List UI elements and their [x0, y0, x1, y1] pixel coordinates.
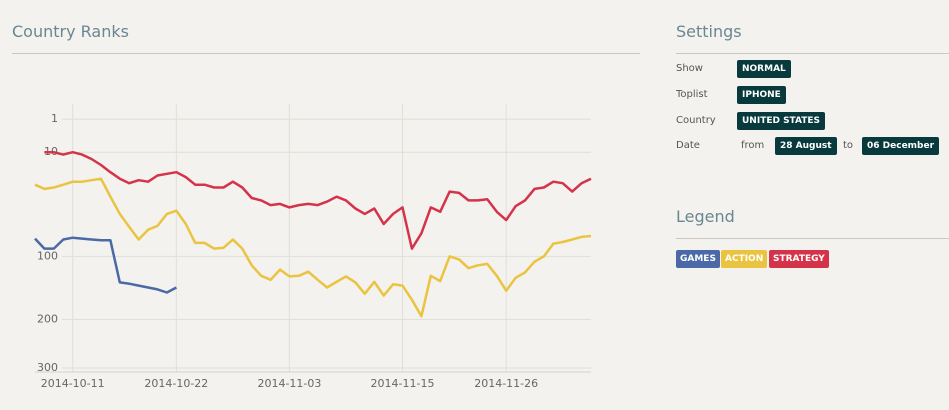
divider: [12, 53, 640, 54]
setting-value[interactable]: IPHONE: [737, 86, 786, 104]
settings-title: Settings: [676, 22, 742, 41]
y-tick-label: 200: [37, 313, 58, 326]
to-label: to: [843, 140, 854, 151]
setting-label: Toplist: [676, 89, 708, 100]
series-line: [44, 150, 592, 250]
setting-label: Date: [676, 140, 700, 151]
date-from[interactable]: 28 August: [775, 137, 837, 155]
from-label: from: [741, 140, 765, 151]
setting-label: Show: [676, 63, 703, 74]
divider: [676, 53, 949, 54]
y-tick-label: 100: [37, 249, 58, 262]
legend-entry[interactable]: ACTION: [721, 250, 768, 268]
x-tick-label: 2014-11-03: [257, 377, 321, 390]
setting-value[interactable]: UNITED STATES: [737, 112, 826, 130]
date-to[interactable]: 06 December: [862, 137, 940, 155]
legend-entry[interactable]: STRATEGY: [769, 250, 829, 268]
x-tick-label: 2014-10-11: [41, 377, 105, 390]
y-tick-label: 1: [51, 112, 58, 125]
x-tick-label: 2014-10-22: [144, 377, 208, 390]
setting-label: Country: [676, 115, 716, 126]
legend-title: Legend: [676, 207, 735, 226]
x-tick-label: 2014-11-15: [371, 377, 435, 390]
chart-title: Country Ranks: [12, 22, 129, 41]
x-tick-label: 2014-11-26: [474, 377, 538, 390]
setting-value[interactable]: NORMAL: [737, 60, 791, 78]
y-tick-label: 300: [37, 361, 58, 374]
legend-entry[interactable]: GAMES: [676, 250, 720, 268]
series-line: [34, 236, 177, 294]
divider: [676, 238, 949, 239]
series-line: [34, 177, 592, 318]
